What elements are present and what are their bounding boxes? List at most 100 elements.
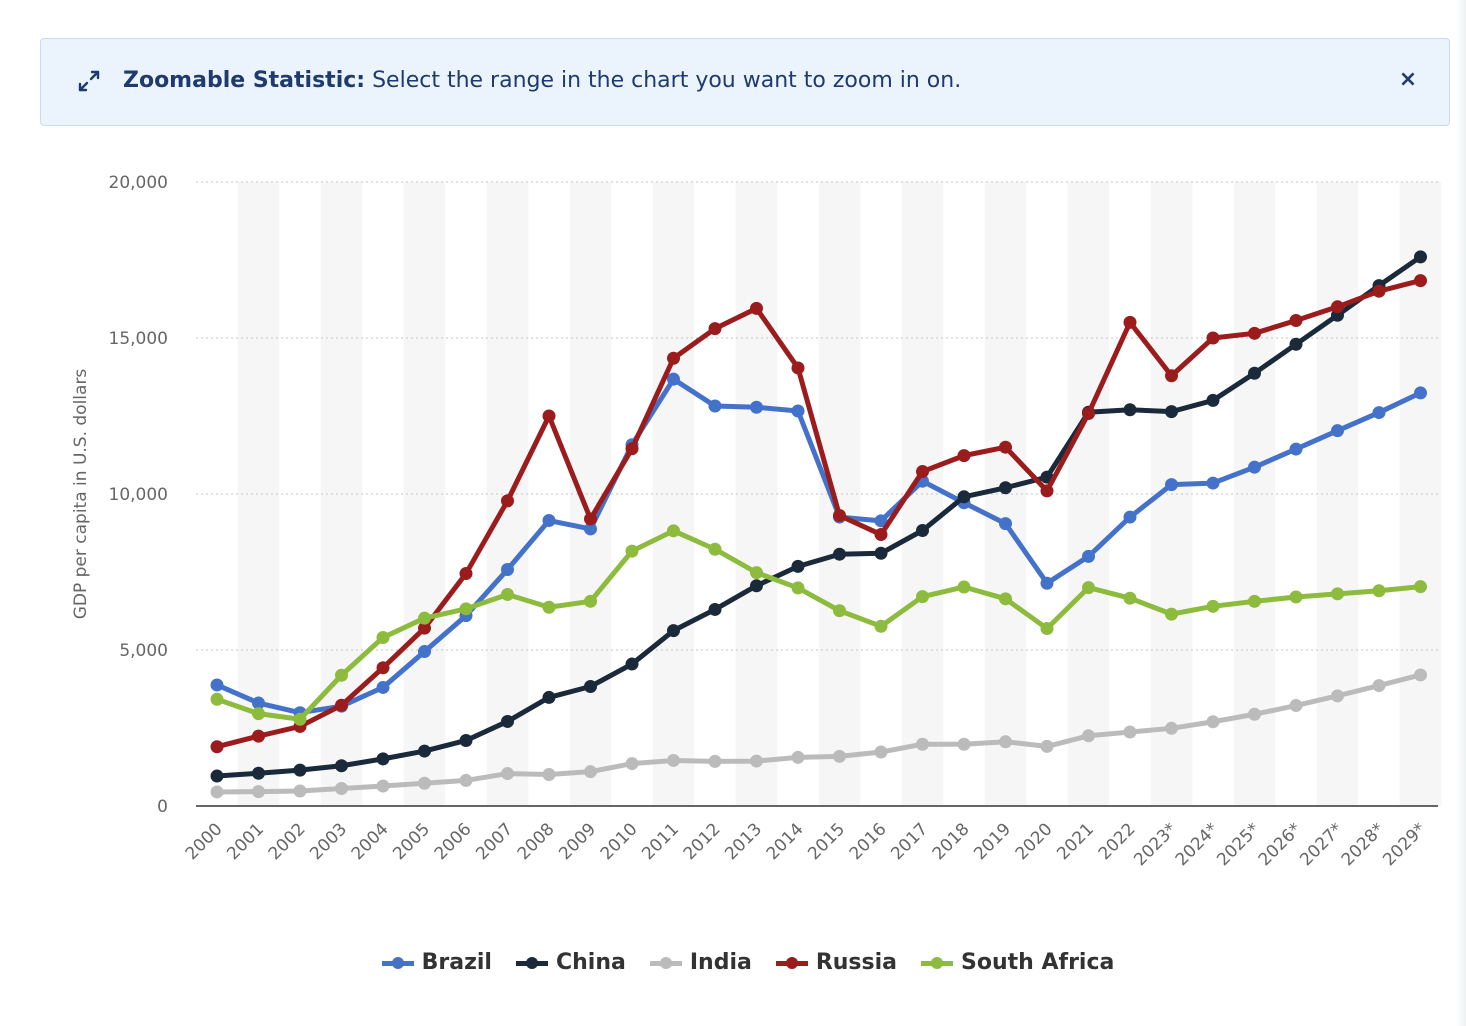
data-point	[1414, 668, 1427, 682]
x-tick-label: 2003	[306, 819, 351, 864]
chart-legend: Brazil China India Russia South Africa	[0, 950, 1466, 975]
data-point	[1372, 284, 1386, 298]
legend-label: China	[555, 950, 626, 975]
legend-item-china[interactable]: China	[515, 950, 626, 975]
data-point	[1040, 576, 1054, 590]
data-point	[916, 590, 929, 604]
data-point	[459, 773, 473, 787]
y-tick-label: 0	[157, 797, 168, 817]
data-point	[1206, 715, 1220, 729]
data-point	[501, 494, 514, 508]
legend-item-russia[interactable]: Russia	[775, 950, 898, 975]
close-icon[interactable]: ×	[1398, 67, 1418, 92]
data-point	[874, 745, 888, 759]
legend-label: India	[689, 950, 752, 975]
x-tick-label: 2014	[763, 819, 808, 864]
column-band	[818, 182, 861, 806]
data-point	[708, 602, 722, 616]
data-point	[1206, 599, 1220, 613]
data-point	[459, 733, 473, 747]
column-band	[652, 182, 695, 806]
x-tick-label: 2004	[348, 819, 393, 864]
data-point	[791, 750, 805, 764]
data-point	[1165, 478, 1178, 492]
data-point	[1331, 689, 1344, 703]
data-point	[1040, 621, 1054, 635]
data-point	[335, 668, 348, 682]
data-point	[252, 696, 265, 710]
data-point	[874, 514, 888, 528]
data-point	[1082, 549, 1095, 563]
legend-item-south-africa[interactable]: South Africa	[921, 950, 1114, 975]
data-point	[376, 680, 390, 694]
data-point	[667, 624, 680, 638]
data-point	[210, 769, 224, 783]
data-point	[957, 737, 971, 751]
data-point	[210, 785, 224, 799]
data-point	[335, 759, 348, 773]
legend-label: Russia	[815, 950, 898, 975]
data-point	[335, 698, 348, 712]
series-line-south-africa	[214, 528, 1423, 722]
data-point	[293, 712, 307, 726]
data-point	[750, 301, 763, 315]
column-band	[1233, 182, 1276, 806]
data-point	[418, 611, 431, 625]
data-point	[833, 749, 846, 763]
data-point	[1289, 590, 1303, 604]
data-point	[1331, 424, 1344, 438]
x-tick-label: 2026*	[1255, 819, 1306, 870]
x-tick-label: 2018	[929, 819, 974, 864]
x-tick-label: 2013	[721, 819, 766, 864]
data-point	[708, 754, 722, 768]
data-point	[542, 690, 556, 704]
legend-marker	[649, 956, 682, 969]
data-point	[459, 567, 473, 581]
data-point	[1248, 707, 1261, 721]
data-point	[584, 765, 597, 779]
series-line-brazil	[214, 376, 1423, 716]
data-point	[957, 449, 971, 463]
data-point	[1040, 739, 1054, 753]
x-tick-label: 2002	[265, 819, 310, 864]
data-point	[252, 766, 265, 780]
data-point	[1165, 369, 1178, 383]
data-point	[791, 361, 805, 375]
data-point	[667, 753, 680, 767]
data-point	[1248, 460, 1261, 474]
x-tick-label: 2005	[389, 819, 434, 864]
data-point	[1414, 274, 1427, 288]
data-point	[335, 782, 348, 796]
page-edge-shadow	[1456, 0, 1466, 1026]
data-point	[542, 767, 556, 781]
data-point	[791, 559, 805, 573]
data-point	[1372, 679, 1386, 693]
legend-item-india[interactable]: India	[649, 950, 752, 975]
x-tick-label: 2010	[597, 819, 642, 864]
data-point	[459, 602, 473, 616]
data-point	[957, 490, 971, 504]
data-point	[501, 714, 514, 728]
x-tick-label: 2015	[804, 819, 849, 864]
data-point	[1372, 406, 1386, 420]
legend-marker	[515, 956, 548, 969]
legend-marker-dot	[391, 956, 404, 969]
y-tick-label: 15,000	[109, 329, 168, 349]
x-tick-label: 2009	[555, 819, 600, 864]
data-point	[252, 729, 265, 743]
data-point	[625, 757, 639, 771]
y-tick-label: 5,000	[119, 641, 168, 661]
data-point	[1331, 587, 1344, 601]
data-point	[501, 563, 514, 577]
data-point	[1414, 580, 1427, 594]
data-point	[1082, 407, 1095, 421]
legend-item-brazil[interactable]: Brazil	[381, 950, 492, 975]
x-tick-label: 2027*	[1296, 819, 1347, 870]
data-point	[584, 522, 597, 536]
data-point	[916, 465, 929, 479]
data-point	[584, 594, 597, 608]
legend-marker-dot	[785, 956, 798, 969]
data-point	[1289, 442, 1303, 456]
column-band	[403, 182, 446, 806]
